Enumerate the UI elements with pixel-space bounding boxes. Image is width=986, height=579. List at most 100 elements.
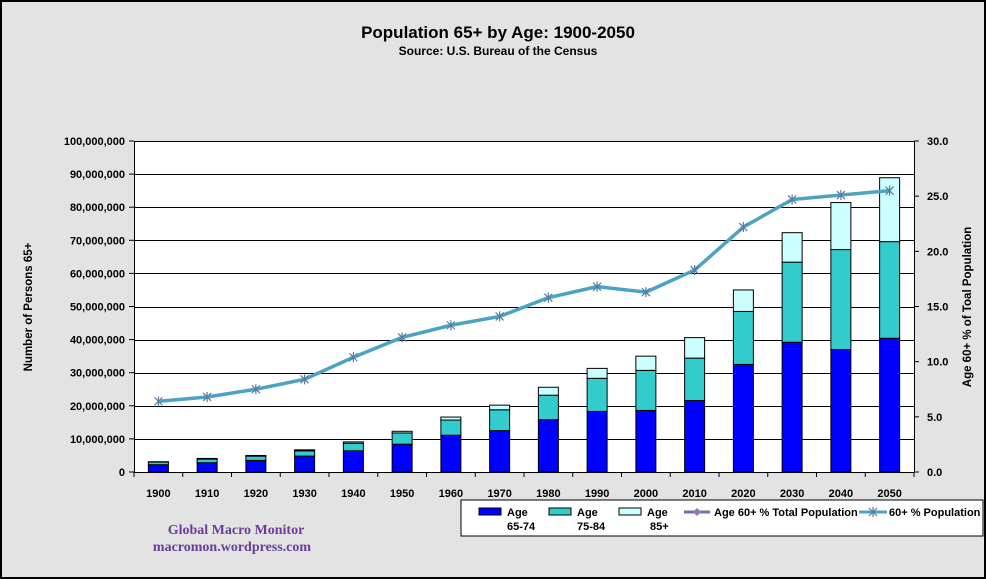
bar-85plus-1930 bbox=[294, 449, 316, 452]
line-point-2020 bbox=[738, 222, 748, 233]
y-tick-label-right: 30.0 bbox=[927, 136, 948, 148]
bar-65-74-1970 bbox=[489, 430, 511, 473]
y-tick-label-left: 40,000,000 bbox=[70, 335, 125, 347]
bar-75-84-1980 bbox=[537, 394, 559, 421]
bar-85plus-2010 bbox=[684, 337, 706, 359]
legend-item-age-60-total: Age 60+ % Total Population bbox=[684, 507, 858, 519]
bar-65-74-1980 bbox=[537, 419, 559, 473]
y-tick-label-right: 0.0 bbox=[927, 467, 942, 479]
bar-85plus-2050 bbox=[879, 177, 901, 243]
bar-65-74-2000 bbox=[635, 409, 657, 473]
bar-85plus-2040 bbox=[830, 202, 852, 251]
watermark-url: macromon.wordpress.com bbox=[153, 540, 311, 555]
bar-65-74-2020 bbox=[732, 363, 754, 473]
x-tick-label: 2000 bbox=[634, 488, 658, 500]
legend-label-age-60-total: Age 60+ % Total Population bbox=[714, 507, 858, 519]
x-tick-label: 1970 bbox=[487, 488, 511, 500]
x-tick-label: 2030 bbox=[780, 488, 804, 500]
bar-65-74-2050 bbox=[879, 337, 901, 473]
bar-75-84-1990 bbox=[586, 377, 608, 412]
bar-65-74-2040 bbox=[830, 349, 852, 473]
bar-85plus-1950 bbox=[391, 430, 413, 434]
y-tick-label-right: 15.0 bbox=[927, 302, 948, 314]
bar-85plus-1920 bbox=[245, 454, 267, 457]
legend-box bbox=[460, 499, 984, 537]
y-tick-label-left: 20,000,000 bbox=[70, 401, 125, 413]
bar-85plus-1940 bbox=[342, 441, 364, 444]
legend: Age 65-74 Age 75-84 Age 85+ Age 60+ % To… bbox=[460, 499, 984, 537]
chart-subtitle: Source: U.S. Bureau of the Census bbox=[399, 44, 598, 58]
bar-75-84-1930 bbox=[294, 450, 316, 457]
bars bbox=[147, 177, 901, 473]
legend-swatch-65-74 bbox=[478, 507, 502, 516]
bar-75-84-2040 bbox=[830, 249, 852, 351]
bar-65-74-2010 bbox=[684, 400, 706, 473]
x-tick-label: 1910 bbox=[195, 488, 219, 500]
bar-65-74-1990 bbox=[586, 410, 608, 473]
bar-75-84-1960 bbox=[440, 419, 462, 436]
bar-65-74-1920 bbox=[245, 459, 267, 473]
line-point-2000 bbox=[641, 287, 651, 298]
watermark-title: Global Macro Monitor bbox=[168, 523, 305, 538]
line-point-1900 bbox=[153, 396, 163, 407]
bar-75-84-1920 bbox=[245, 455, 267, 461]
bar-65-74-2030 bbox=[781, 341, 803, 473]
line-point-1950 bbox=[397, 332, 407, 343]
bar-75-84-2000 bbox=[635, 369, 657, 411]
bar-75-84-2050 bbox=[879, 241, 901, 339]
legend-item-age-65-74: Age 65-74 bbox=[478, 507, 536, 533]
line-point-1940 bbox=[348, 352, 358, 363]
line-point-1910 bbox=[202, 391, 212, 402]
y-tick-label-left: 70,000,000 bbox=[70, 235, 125, 247]
legend-label-75-84-line1: Age bbox=[577, 507, 598, 519]
legend-label-65-74-line1: Age bbox=[507, 507, 528, 519]
bar-75-84-2030 bbox=[781, 261, 803, 343]
y-tick-label-left: 90,000,000 bbox=[70, 169, 125, 181]
bar-75-84-1970 bbox=[489, 409, 511, 432]
bar-65-74-1900 bbox=[147, 464, 169, 473]
line-point-1970 bbox=[495, 311, 505, 322]
legend-label-85-plus-line1: Age bbox=[647, 507, 668, 519]
bar-75-84-1910 bbox=[196, 458, 218, 464]
x-tick-label: 2050 bbox=[877, 488, 901, 500]
legend-swatch-75-84 bbox=[548, 507, 572, 516]
bar-75-84-1940 bbox=[342, 442, 364, 452]
x-tick-label: 1950 bbox=[390, 488, 414, 500]
y-axis-title-left: Number of Persons 65+ bbox=[23, 242, 35, 371]
legend-swatch-85-plus bbox=[618, 507, 642, 516]
bar-85plus-2000 bbox=[635, 355, 657, 371]
legend-item-60-pct: 60+ % Population bbox=[859, 507, 981, 519]
y-tick-label-left: 100,000,000 bbox=[64, 136, 125, 148]
line-point-1930 bbox=[300, 374, 310, 385]
y-tick-label-left: 30,000,000 bbox=[70, 368, 125, 380]
x-tick-label: 2040 bbox=[829, 488, 853, 500]
legend-label-60-pct: 60+ % Population bbox=[889, 507, 981, 519]
y-tick-label-right: 25.0 bbox=[927, 191, 948, 203]
y-tick-label-right: 20.0 bbox=[927, 246, 948, 258]
x-tick-label: 1990 bbox=[585, 488, 609, 500]
bar-85plus-1910 bbox=[196, 457, 218, 460]
right-tick-labels: 0.0 5.0 10.0 15.0 20.0 25.0 30.0 bbox=[927, 136, 948, 479]
x-tick-label: 1940 bbox=[341, 488, 365, 500]
bar-85plus-1960 bbox=[440, 416, 462, 421]
bar-85plus-1980 bbox=[537, 386, 559, 396]
chart-title: Population 65+ by Age: 1900-2050 bbox=[361, 23, 635, 42]
bar-75-84-2020 bbox=[732, 310, 754, 365]
legend-label-85-plus-line2: 85+ bbox=[650, 521, 669, 533]
line-point-1960 bbox=[446, 320, 456, 331]
bar-85plus-1970 bbox=[489, 404, 511, 411]
legend-item-age-85-plus: Age 85+ bbox=[618, 507, 669, 533]
x-tick-label: 1920 bbox=[244, 488, 268, 500]
legend-label-65-74-line2: 65-74 bbox=[507, 521, 536, 533]
bar-65-74-1960 bbox=[440, 434, 462, 473]
left-tick-labels: 0 10,000,000 20,000,000 30,000,000 40,000,00… bbox=[64, 136, 125, 479]
line-point-2030 bbox=[787, 194, 797, 205]
bar-85plus-2020 bbox=[732, 289, 754, 312]
x-tick-label: 2010 bbox=[682, 488, 706, 500]
bar-85plus-1990 bbox=[586, 367, 608, 379]
x-tick-label: 1900 bbox=[146, 488, 170, 500]
line-point-2010 bbox=[690, 265, 700, 276]
bar-75-84-2010 bbox=[684, 357, 706, 402]
